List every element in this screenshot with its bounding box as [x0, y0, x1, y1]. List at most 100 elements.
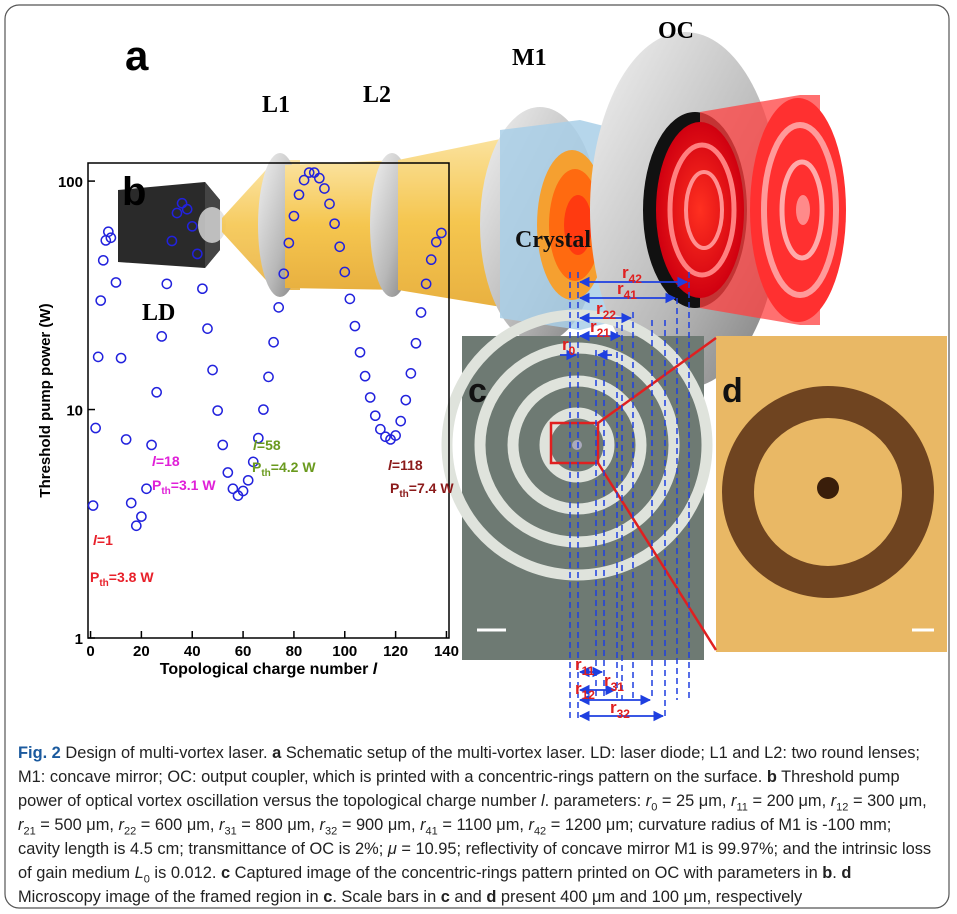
caption-text: r — [319, 816, 326, 834]
data-point — [97, 254, 109, 266]
caption-text: c — [440, 888, 450, 906]
ring-label-sub: 0 — [569, 344, 576, 358]
annotation: Pth=7.4 W — [390, 480, 454, 500]
data-point — [380, 431, 391, 443]
annotation-p: P — [152, 477, 161, 493]
caption: Fig. 2 Design of multi-vortex laser. a S… — [18, 741, 936, 909]
part-label: L1 — [262, 92, 290, 118]
data-point — [298, 174, 310, 186]
ring-label-base: r — [610, 698, 617, 717]
chart: 1 10 100 0 20 40 60 80 100 120 140 Topological char… — [37, 162, 459, 678]
data-point — [161, 278, 173, 290]
caption-text: b — [766, 768, 777, 786]
data-point — [354, 346, 366, 358]
data-point — [293, 189, 305, 201]
data-point — [95, 295, 107, 306]
caption-text: d — [486, 888, 497, 906]
caption-text: Captured image of the concentric-rings p… — [230, 864, 823, 882]
data-point — [273, 302, 285, 313]
part-label: Crystal — [515, 227, 591, 253]
caption-text: c — [220, 864, 231, 882]
data-point — [207, 364, 218, 376]
data-point — [227, 483, 239, 495]
x-axis-label-var: l — [373, 661, 378, 678]
frame — [4, 4, 950, 909]
rings — [441, 309, 713, 581]
ring-label-base: r — [562, 335, 569, 354]
y-axis-label: Threshold pump power (W) — [37, 303, 54, 497]
data-point — [166, 235, 178, 247]
plot-frame — [87, 162, 450, 639]
ring — [722, 386, 934, 598]
caption-text: . parameters: — [544, 792, 646, 810]
ring-label-base: r — [617, 279, 624, 298]
data-point — [313, 172, 325, 184]
ring-label-sub: 12 — [582, 688, 596, 702]
data-point — [430, 236, 442, 248]
caption-text: and — [449, 888, 487, 906]
caption-text: present 400 μm and 100 μm, respectively — [496, 888, 803, 906]
ring-label-sub: 42 — [629, 272, 643, 286]
data-point — [102, 226, 114, 238]
ring-label: r31 — [604, 671, 624, 694]
caption-text: Threshold pump power of optical vortex o… — [18, 768, 900, 810]
annotation: l=1 — [93, 532, 113, 548]
caption-text: a — [272, 744, 282, 762]
ring-label: r32 — [610, 698, 630, 721]
caption-text: Schematic setup of the multi-vortex lase… — [18, 744, 920, 786]
data-point — [263, 371, 274, 383]
annotation-sub: th — [161, 486, 170, 497]
x-tick-label: 140 — [434, 643, 459, 660]
data-point — [146, 439, 157, 451]
data-point — [425, 254, 437, 266]
annotation-p: P — [90, 569, 99, 585]
caption-text: d — [841, 864, 852, 882]
data-point — [120, 434, 132, 445]
ring-label-base: r — [604, 671, 611, 690]
data-point — [151, 386, 162, 398]
annotation-eq: =18 — [156, 453, 180, 469]
panel-label: a — [125, 32, 149, 79]
x-axis-label-text: Topological charge number — [160, 661, 373, 678]
annotation: l=58 — [253, 437, 281, 453]
caption-text: 22 — [123, 825, 137, 838]
data-point — [375, 423, 386, 435]
data-point — [125, 497, 137, 509]
ring-label: r12 — [575, 679, 595, 702]
data-point — [156, 331, 168, 342]
data-point — [217, 439, 229, 451]
ring-center — [572, 440, 582, 450]
x-tick-label: 0 — [86, 643, 94, 660]
caption-text: r — [830, 792, 837, 810]
caption-text: r — [118, 816, 124, 834]
data-point — [202, 323, 213, 334]
part-label: L2 — [363, 82, 391, 108]
data-point — [247, 456, 259, 468]
annotation-val: =3.8 W — [109, 569, 155, 585]
frame-box — [549, 421, 600, 465]
caption-text: = 500 μm, — [35, 816, 119, 834]
caption-text: = 200 μm, — [747, 792, 831, 810]
caption-text: c — [323, 888, 333, 906]
data-point — [390, 430, 401, 441]
data-point — [222, 467, 234, 478]
caption-text: 11 — [736, 801, 748, 814]
ring-label: r11 — [575, 655, 595, 678]
annotation-sub: th — [261, 468, 270, 479]
caption-text: r — [645, 792, 652, 810]
caption-text: . Scale bars in — [332, 888, 441, 906]
data-point — [252, 432, 264, 444]
ring-label-base: r — [596, 299, 603, 318]
caption-text: = 10.95; reflectivity of concave mirror … — [18, 840, 932, 882]
data-point — [268, 336, 279, 348]
ring-label-sub: 31 — [611, 680, 625, 694]
data-point — [90, 422, 101, 434]
caption-text: = 600 μm, — [136, 816, 220, 834]
caption-text: = 1100 μm, — [437, 816, 529, 834]
data-point — [344, 293, 356, 305]
ring-label: r0 — [562, 335, 576, 358]
caption-text: is 0.012. — [149, 864, 221, 882]
ring-label: r42 — [622, 263, 642, 286]
